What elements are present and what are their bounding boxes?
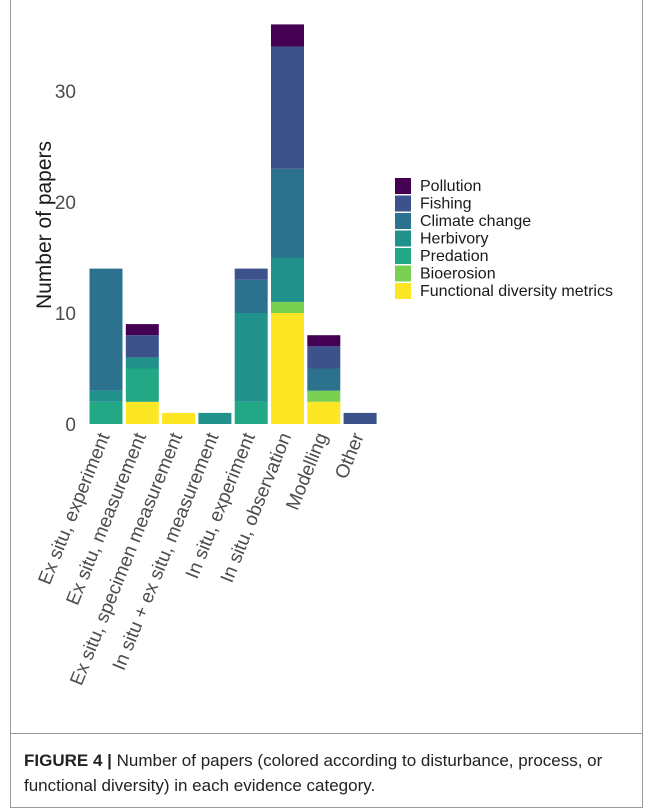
legend-label-predation: Predation xyxy=(420,248,489,265)
figure-label: FIGURE 4 | xyxy=(24,751,112,770)
bar-segment-predation xyxy=(89,401,123,424)
y-tick-label: 30 xyxy=(55,82,76,103)
figure-frame xyxy=(10,0,643,808)
legend-label-bioerosion: Bioerosion xyxy=(420,266,496,283)
legend-label-climate-change: Climate change xyxy=(420,213,531,230)
legend-swatch-pollution xyxy=(395,178,411,194)
y-axis: 0 10 20 30 xyxy=(55,82,76,436)
bar-segment-fishing xyxy=(271,46,304,169)
x-tick-label: Other xyxy=(331,429,369,482)
bar-segment-climate-change xyxy=(271,168,304,258)
bar-segment-herbivory xyxy=(89,390,123,402)
caption-text: Number of papers (colored according to d… xyxy=(24,751,603,795)
bar-segment-functional-diversity-metrics xyxy=(271,313,304,424)
bar-segment-bioerosion xyxy=(271,301,304,313)
bar-segment-fishing xyxy=(343,412,377,424)
y-tick-label: 10 xyxy=(55,304,76,325)
y-tick-label: 0 xyxy=(65,415,76,436)
legend-swatch-climate-change xyxy=(395,213,411,229)
bar-segment-fishing xyxy=(125,335,159,358)
legend-label-pollution: Pollution xyxy=(420,178,481,195)
bar-segment-pollution xyxy=(307,335,341,347)
legend-label-functional-diversity-metrics: Functional diversity metrics xyxy=(420,283,613,300)
bar-segment-herbivory xyxy=(271,257,304,302)
legend-swatch-bioerosion xyxy=(395,265,411,282)
bar-segment-functional-diversity-metrics xyxy=(307,401,341,424)
bar-segment-climate-change xyxy=(234,279,268,313)
legend-swatch-fishing xyxy=(395,195,411,212)
y-tick-label: 20 xyxy=(55,193,76,214)
bar-segment-bioerosion xyxy=(307,390,341,402)
y-axis-label: Number of papers xyxy=(33,141,56,309)
legend-swatch-herbivory xyxy=(395,230,411,247)
bar-segment-functional-diversity-metrics xyxy=(125,401,159,424)
bar-segment-herbivory xyxy=(198,412,232,424)
bar-segment-climate-change xyxy=(89,268,123,391)
legend-swatch-predation xyxy=(395,248,411,264)
bar-segment-fishing xyxy=(307,346,341,369)
legend-swatch-functional-diversity-metrics xyxy=(395,283,411,299)
bar-segment-predation xyxy=(234,401,268,424)
bar-segment-predation xyxy=(125,368,159,402)
legend-label-herbivory: Herbivory xyxy=(420,231,488,248)
bar-segment-fishing xyxy=(234,268,268,280)
bars xyxy=(89,24,377,424)
legend-label-fishing: Fishing xyxy=(420,196,472,213)
bar-segment-herbivory xyxy=(125,357,159,369)
bar-segment-climate-change xyxy=(307,368,341,391)
bar-segment-pollution xyxy=(125,324,159,336)
bar-segment-pollution xyxy=(271,24,304,47)
caption-divider xyxy=(11,733,642,734)
figure-caption: FIGURE 4 | Number of papers (colored acc… xyxy=(24,748,636,798)
bar-segment-herbivory xyxy=(234,313,268,402)
bar-segment-functional-diversity-metrics xyxy=(162,412,196,424)
